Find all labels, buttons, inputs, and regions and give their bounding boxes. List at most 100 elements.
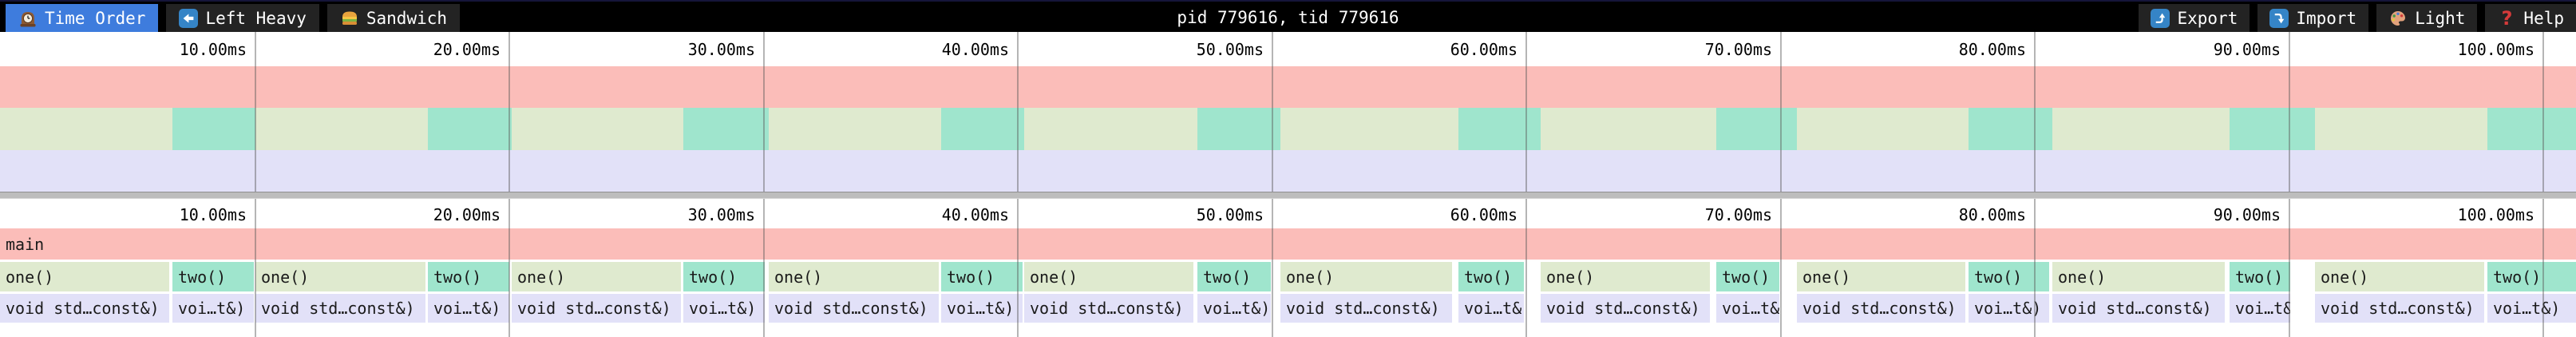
time-tick-label: 70.00ms: [1704, 40, 1772, 59]
frame-block-two[interactable]: two(): [683, 262, 765, 291]
import-button[interactable]: Import: [2257, 4, 2369, 32]
toolbar: Time Order Left Heavy: [0, 0, 2576, 32]
time-tick-label: 70.00ms: [1704, 205, 1772, 224]
minimap-row-main: [0, 66, 2576, 108]
flame-row-calls: one() two() one() two() one() two() one() two()…: [0, 262, 2576, 291]
minimap-row-impl: [0, 150, 2576, 192]
frame-block-two[interactable]: two(): [1458, 262, 1524, 291]
tab-left-heavy[interactable]: Left Heavy: [166, 4, 319, 32]
frame-block-one[interactable]: one(): [1541, 262, 1710, 291]
frame-block-two[interactable]: two(): [941, 262, 1023, 291]
time-tick-label: 20.00ms: [433, 205, 501, 224]
frame-block-impl-two[interactable]: voi…t&): [2230, 294, 2290, 323]
help-button[interactable]: ? Help: [2485, 4, 2576, 32]
time-tick-label: 90.00ms: [2213, 40, 2281, 59]
frame-block-impl-one[interactable]: void std…const&): [1024, 294, 1193, 323]
minimap[interactable]: 10.00ms 20.00ms 30.00ms 40.00ms 50.00ms 60.00…: [0, 32, 2576, 192]
time-tick-label: 30.00ms: [687, 205, 755, 224]
button-label: Import: [2296, 8, 2357, 28]
flame-row-main: main: [0, 228, 2576, 260]
time-tick-label: 80.00ms: [1958, 205, 2026, 224]
time-tick-label: 90.00ms: [2213, 205, 2281, 224]
minimap-frame-two: [172, 108, 255, 150]
tab-label: Left Heavy: [205, 8, 307, 28]
frame-block-impl-one[interactable]: void std…const&): [1797, 294, 1965, 323]
help-icon: ?: [2501, 6, 2513, 30]
frame-block-impl-one[interactable]: void std…const&): [2315, 294, 2484, 323]
tab-sandwich[interactable]: Sandwich: [326, 4, 461, 32]
time-tick-label: 50.00ms: [1196, 40, 1264, 59]
time-tick-label: 100.00ms: [2457, 205, 2534, 224]
frame-block-impl-one[interactable]: void std…const&): [255, 294, 425, 323]
minimap-frame-one: [1541, 108, 1716, 150]
tab-label: Sandwich: [366, 8, 448, 28]
tab-time-order[interactable]: Time Order: [6, 4, 159, 32]
frame-block-two[interactable]: two(): [2230, 262, 2290, 291]
button-label: Help: [2523, 8, 2564, 28]
frame-block-impl-two[interactable]: voi…t&): [1458, 294, 1524, 323]
frame-block-one[interactable]: one(): [512, 262, 681, 291]
frame-block-impl-two[interactable]: voi…t&): [428, 294, 509, 323]
frame-block-impl-one[interactable]: void std…const&): [1280, 294, 1452, 323]
palette-icon: [2388, 9, 2408, 28]
frame-block-impl-two[interactable]: voi…t&): [683, 294, 765, 323]
frame-block-impl-two[interactable]: voi…t&): [1716, 294, 1779, 323]
frame-block-two[interactable]: two(): [1197, 262, 1271, 291]
frame-block-impl-one[interactable]: void std…const&): [2052, 294, 2225, 323]
minimap-frame-one: [2315, 108, 2487, 150]
frame-block-impl-one[interactable]: void std…const&): [512, 294, 681, 323]
frame-block-impl-two[interactable]: voi…t&): [2487, 294, 2576, 323]
frame-block-one[interactable]: one(): [769, 262, 939, 291]
frame-block-impl-two[interactable]: voi…t&): [172, 294, 254, 323]
frame-block-two[interactable]: two(): [172, 262, 254, 291]
flame-row-impl: void std…const&) voi…t&) void std…const&) v…: [0, 294, 2576, 323]
toolbar-actions: Export Import: [2139, 2, 2576, 32]
frame-block-one[interactable]: one(): [2052, 262, 2225, 291]
frame-block-one[interactable]: one(): [1280, 262, 1452, 291]
frame-block-impl-two[interactable]: voi…t&): [1197, 294, 1271, 323]
time-tick-label: 10.00ms: [179, 40, 247, 59]
time-tick-label: 80.00ms: [1958, 40, 2026, 59]
frame-block-impl-one[interactable]: void std…const&): [1541, 294, 1710, 323]
time-tick-label: 60.00ms: [1450, 205, 1518, 224]
minimap-frame-two: [1197, 108, 1280, 150]
frame-block-two[interactable]: two(): [1969, 262, 2049, 291]
minimap-frame-two: [683, 108, 769, 150]
button-label: Light: [2415, 8, 2466, 28]
minimap-frame-one: [255, 108, 428, 150]
button-label: Export: [2177, 8, 2238, 28]
export-icon: [2151, 8, 2170, 28]
frame-block-one[interactable]: one(): [2315, 262, 2484, 291]
time-tick-label: 100.00ms: [2457, 40, 2534, 59]
pane-divider[interactable]: [0, 192, 2576, 199]
frame-block-main[interactable]: main: [0, 228, 2576, 260]
export-button[interactable]: Export: [2139, 4, 2250, 32]
minimap-row-calls: [0, 108, 2576, 150]
frame-block-one[interactable]: one(): [255, 262, 425, 291]
frame-block-one[interactable]: one(): [1797, 262, 1965, 291]
frame-block-one[interactable]: one(): [0, 262, 169, 291]
sandwich-icon: [340, 9, 359, 28]
time-tick-label: 40.00ms: [941, 205, 1009, 224]
minimap-frame-one: [1280, 108, 1458, 150]
frame-block-impl-two[interactable]: voi…t&): [1969, 294, 2049, 323]
import-icon: [2269, 8, 2289, 28]
frame-block-two[interactable]: two(): [2487, 262, 2576, 291]
minimap-frame-two: [428, 108, 512, 150]
view-tabs: Time Order Left Heavy: [0, 2, 461, 32]
minimap-frame-two: [1458, 108, 1541, 150]
frame-block-two[interactable]: two(): [428, 262, 509, 291]
minimap-frame-one: [1797, 108, 1969, 150]
clock-icon: [18, 9, 38, 28]
time-tick-label: 20.00ms: [433, 40, 501, 59]
frame-block-two[interactable]: two(): [1716, 262, 1779, 291]
frame-block-impl-two[interactable]: voi…t&): [941, 294, 1023, 323]
flamechart[interactable]: main one() two() one() two() one() two() one()…: [0, 199, 2576, 337]
time-tick-label: 40.00ms: [941, 40, 1009, 59]
time-tick-label: 10.00ms: [179, 205, 247, 224]
minimap-frame-two: [1969, 108, 2052, 150]
frame-block-impl-one[interactable]: void std…const&): [0, 294, 169, 323]
frame-block-impl-one[interactable]: void std…const&): [769, 294, 939, 323]
frame-block-one[interactable]: one(): [1024, 262, 1193, 291]
theme-toggle-button[interactable]: Light: [2376, 4, 2478, 32]
